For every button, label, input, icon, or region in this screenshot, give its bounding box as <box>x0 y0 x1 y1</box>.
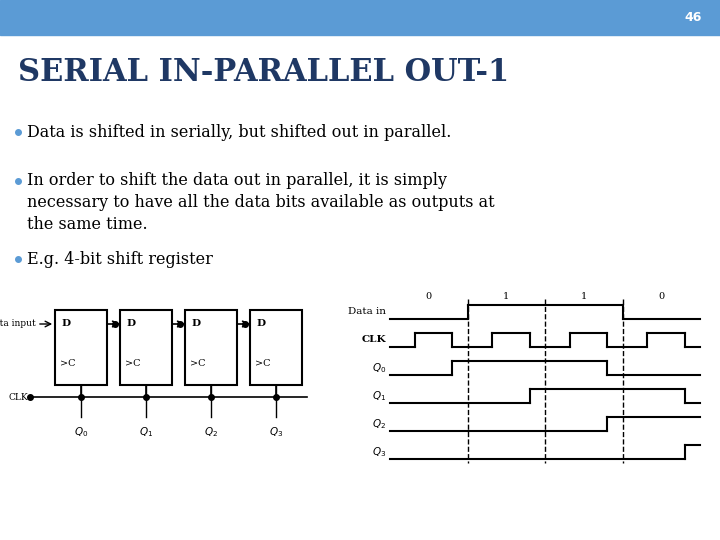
Bar <box>250 310 302 385</box>
Text: Data is shifted in serially, but shifted out in parallel.: Data is shifted in serially, but shifted… <box>27 124 451 141</box>
Text: SERIAL IN-PARALLEL OUT-1: SERIAL IN-PARALLEL OUT-1 <box>18 57 509 89</box>
Text: Data input: Data input <box>0 320 36 328</box>
Text: $Q_3$: $Q_3$ <box>269 425 283 439</box>
Text: >C: >C <box>255 359 271 368</box>
Text: CLK: CLK <box>361 335 386 345</box>
Bar <box>55 310 107 385</box>
Text: >C: >C <box>190 359 205 368</box>
Text: In order to shift the data out in parallel, it is simply: In order to shift the data out in parall… <box>27 172 447 190</box>
Text: $Q_2$: $Q_2$ <box>372 417 386 431</box>
Text: E.g. 4-bit shift register: E.g. 4-bit shift register <box>27 251 213 268</box>
Text: >C: >C <box>125 359 140 368</box>
Text: 0: 0 <box>658 292 665 301</box>
Text: D: D <box>126 320 135 328</box>
Text: CLK: CLK <box>8 393 28 402</box>
Bar <box>120 310 172 385</box>
Bar <box>0 0 720 35</box>
Text: 0: 0 <box>426 292 432 301</box>
Text: Data in: Data in <box>348 307 386 316</box>
Text: necessary to have all the data bits available as outputs at: necessary to have all the data bits avai… <box>27 194 495 211</box>
Text: D: D <box>191 320 200 328</box>
Text: $Q_2$: $Q_2$ <box>204 425 218 439</box>
Text: D: D <box>61 320 70 328</box>
Text: D: D <box>256 320 265 328</box>
Text: the same time.: the same time. <box>27 215 148 233</box>
Text: $Q_1$: $Q_1$ <box>139 425 153 439</box>
Text: $Q_3$: $Q_3$ <box>372 445 386 459</box>
Text: 1: 1 <box>580 292 587 301</box>
Bar <box>185 310 237 385</box>
Text: >C: >C <box>60 359 76 368</box>
Text: $Q_0$: $Q_0$ <box>74 425 88 439</box>
Text: 1: 1 <box>503 292 509 301</box>
Text: $Q_0$: $Q_0$ <box>372 361 386 375</box>
Text: 46: 46 <box>685 11 702 24</box>
Text: $Q_1$: $Q_1$ <box>372 389 386 403</box>
